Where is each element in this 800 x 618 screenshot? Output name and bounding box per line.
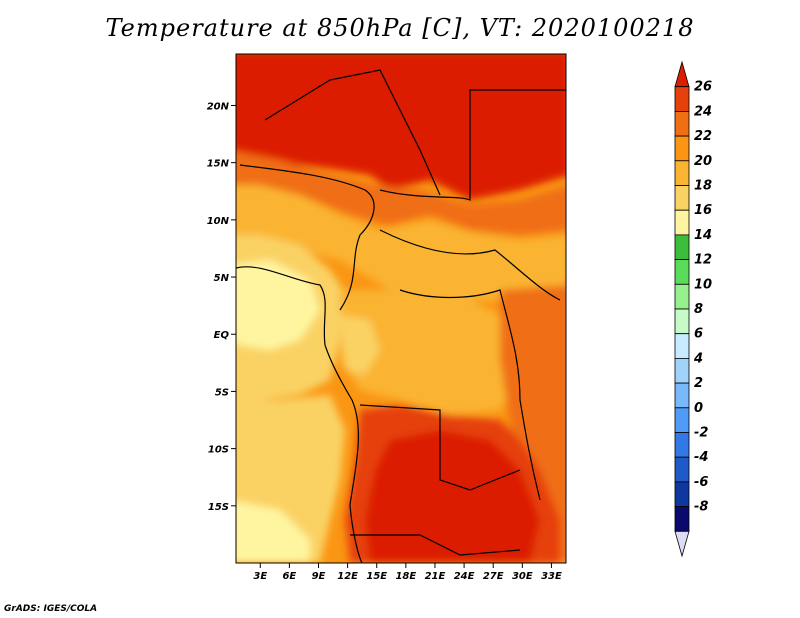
colorbar-swatch bbox=[674, 60, 690, 88]
colorbar-swatch bbox=[674, 234, 690, 260]
field-region-sahel bbox=[236, 185, 566, 300]
y-tick-label: EQ bbox=[214, 330, 230, 341]
colorbar-swatch bbox=[674, 382, 690, 409]
x-axis: 3E 6E 9E 12E 15E 18E 21E 24E 27E 30E 33E bbox=[253, 563, 562, 582]
colorbar-swatch bbox=[674, 506, 690, 532]
colorbar-label: 10 bbox=[694, 277, 712, 292]
field-region-south-atlantic-cool bbox=[236, 501, 310, 563]
colorbar-swatch bbox=[674, 111, 690, 137]
colorbar-label: 0 bbox=[694, 401, 703, 416]
x-tick-label: 30E bbox=[512, 571, 533, 582]
colorbar-swatch bbox=[674, 333, 690, 359]
x-tick-label: 18E bbox=[395, 571, 416, 582]
colorbar-swatch bbox=[674, 407, 690, 433]
y-tick-label: 15N bbox=[207, 159, 230, 170]
colorbar-label: 8 bbox=[694, 302, 703, 317]
x-tick-label: 6E bbox=[282, 571, 296, 582]
colorbar-label: 18 bbox=[694, 179, 712, 194]
colorbar-swatch bbox=[674, 357, 690, 384]
field-region-atlantic-cool bbox=[236, 260, 320, 350]
coastlines bbox=[236, 69, 566, 563]
colorbar-label: 20 bbox=[694, 154, 712, 169]
colorbar-swatch bbox=[674, 86, 690, 112]
x-tick-label: 24E bbox=[454, 571, 475, 582]
colorbar-label: 12 bbox=[694, 253, 712, 268]
colorbar-swatch bbox=[674, 209, 690, 236]
field-region-east bbox=[500, 285, 566, 560]
x-tick-label: 12E bbox=[337, 571, 358, 582]
colorbar-label: -4 bbox=[694, 450, 708, 465]
y-tick-label: 10S bbox=[208, 445, 229, 456]
colorbar-swatch bbox=[674, 530, 690, 558]
colorbar-label: 24 bbox=[694, 104, 712, 119]
colorbar-swatch bbox=[674, 456, 690, 483]
field-region-sahel-orange bbox=[236, 151, 566, 235]
y-tick-label: 15S bbox=[208, 502, 229, 513]
credit-label: GrADS: IGES/COLA bbox=[4, 604, 98, 614]
colorbar-swatch bbox=[674, 160, 690, 186]
x-tick-label: 9E bbox=[312, 571, 326, 582]
field-region-congo bbox=[340, 285, 520, 415]
x-tick-label: 27E bbox=[483, 571, 504, 582]
chart-title: Temperature at 850hPa [C], VT: 202010021… bbox=[105, 14, 695, 42]
y-tick-label: 5S bbox=[215, 387, 229, 398]
y-axis: 20N 15N 10N 5N EQ 5S 10S 15S bbox=[207, 101, 236, 513]
y-tick-label: 5N bbox=[214, 273, 230, 284]
field-region-congo-light bbox=[340, 315, 380, 375]
colorbar-label: 6 bbox=[694, 327, 703, 342]
colorbar-swatch bbox=[674, 185, 690, 211]
colorbar-label: 26 bbox=[694, 80, 712, 95]
x-tick-label: 3E bbox=[253, 571, 267, 582]
y-tick-label: 20N bbox=[207, 101, 230, 112]
colorbar-swatch bbox=[674, 259, 690, 285]
colorbar-label: 4 bbox=[693, 351, 703, 366]
colorbar-label: -2 bbox=[694, 426, 708, 441]
x-tick-label: 15E bbox=[366, 571, 387, 582]
x-tick-label: 21E bbox=[425, 571, 446, 582]
colorbar-swatch bbox=[674, 308, 690, 335]
colorbar-swatch bbox=[674, 283, 690, 310]
colorbar-swatch bbox=[674, 481, 690, 507]
colorbar-label: 2 bbox=[694, 376, 703, 391]
map-frame bbox=[235, 53, 567, 564]
colorbar-label: -8 bbox=[694, 500, 708, 515]
x-tick-label: 33E bbox=[541, 571, 562, 582]
colorbar-swatch bbox=[674, 432, 690, 458]
y-tick-label: 10N bbox=[207, 216, 230, 227]
temperature-field bbox=[236, 54, 566, 563]
colorbar-label: 22 bbox=[694, 129, 712, 144]
colorbar-label: -6 bbox=[694, 475, 708, 490]
colorbar-label: 14 bbox=[694, 228, 712, 243]
colorbar-swatch bbox=[674, 135, 690, 162]
field-region-angola-hot bbox=[365, 430, 540, 563]
colorbar-label: 16 bbox=[694, 203, 712, 218]
